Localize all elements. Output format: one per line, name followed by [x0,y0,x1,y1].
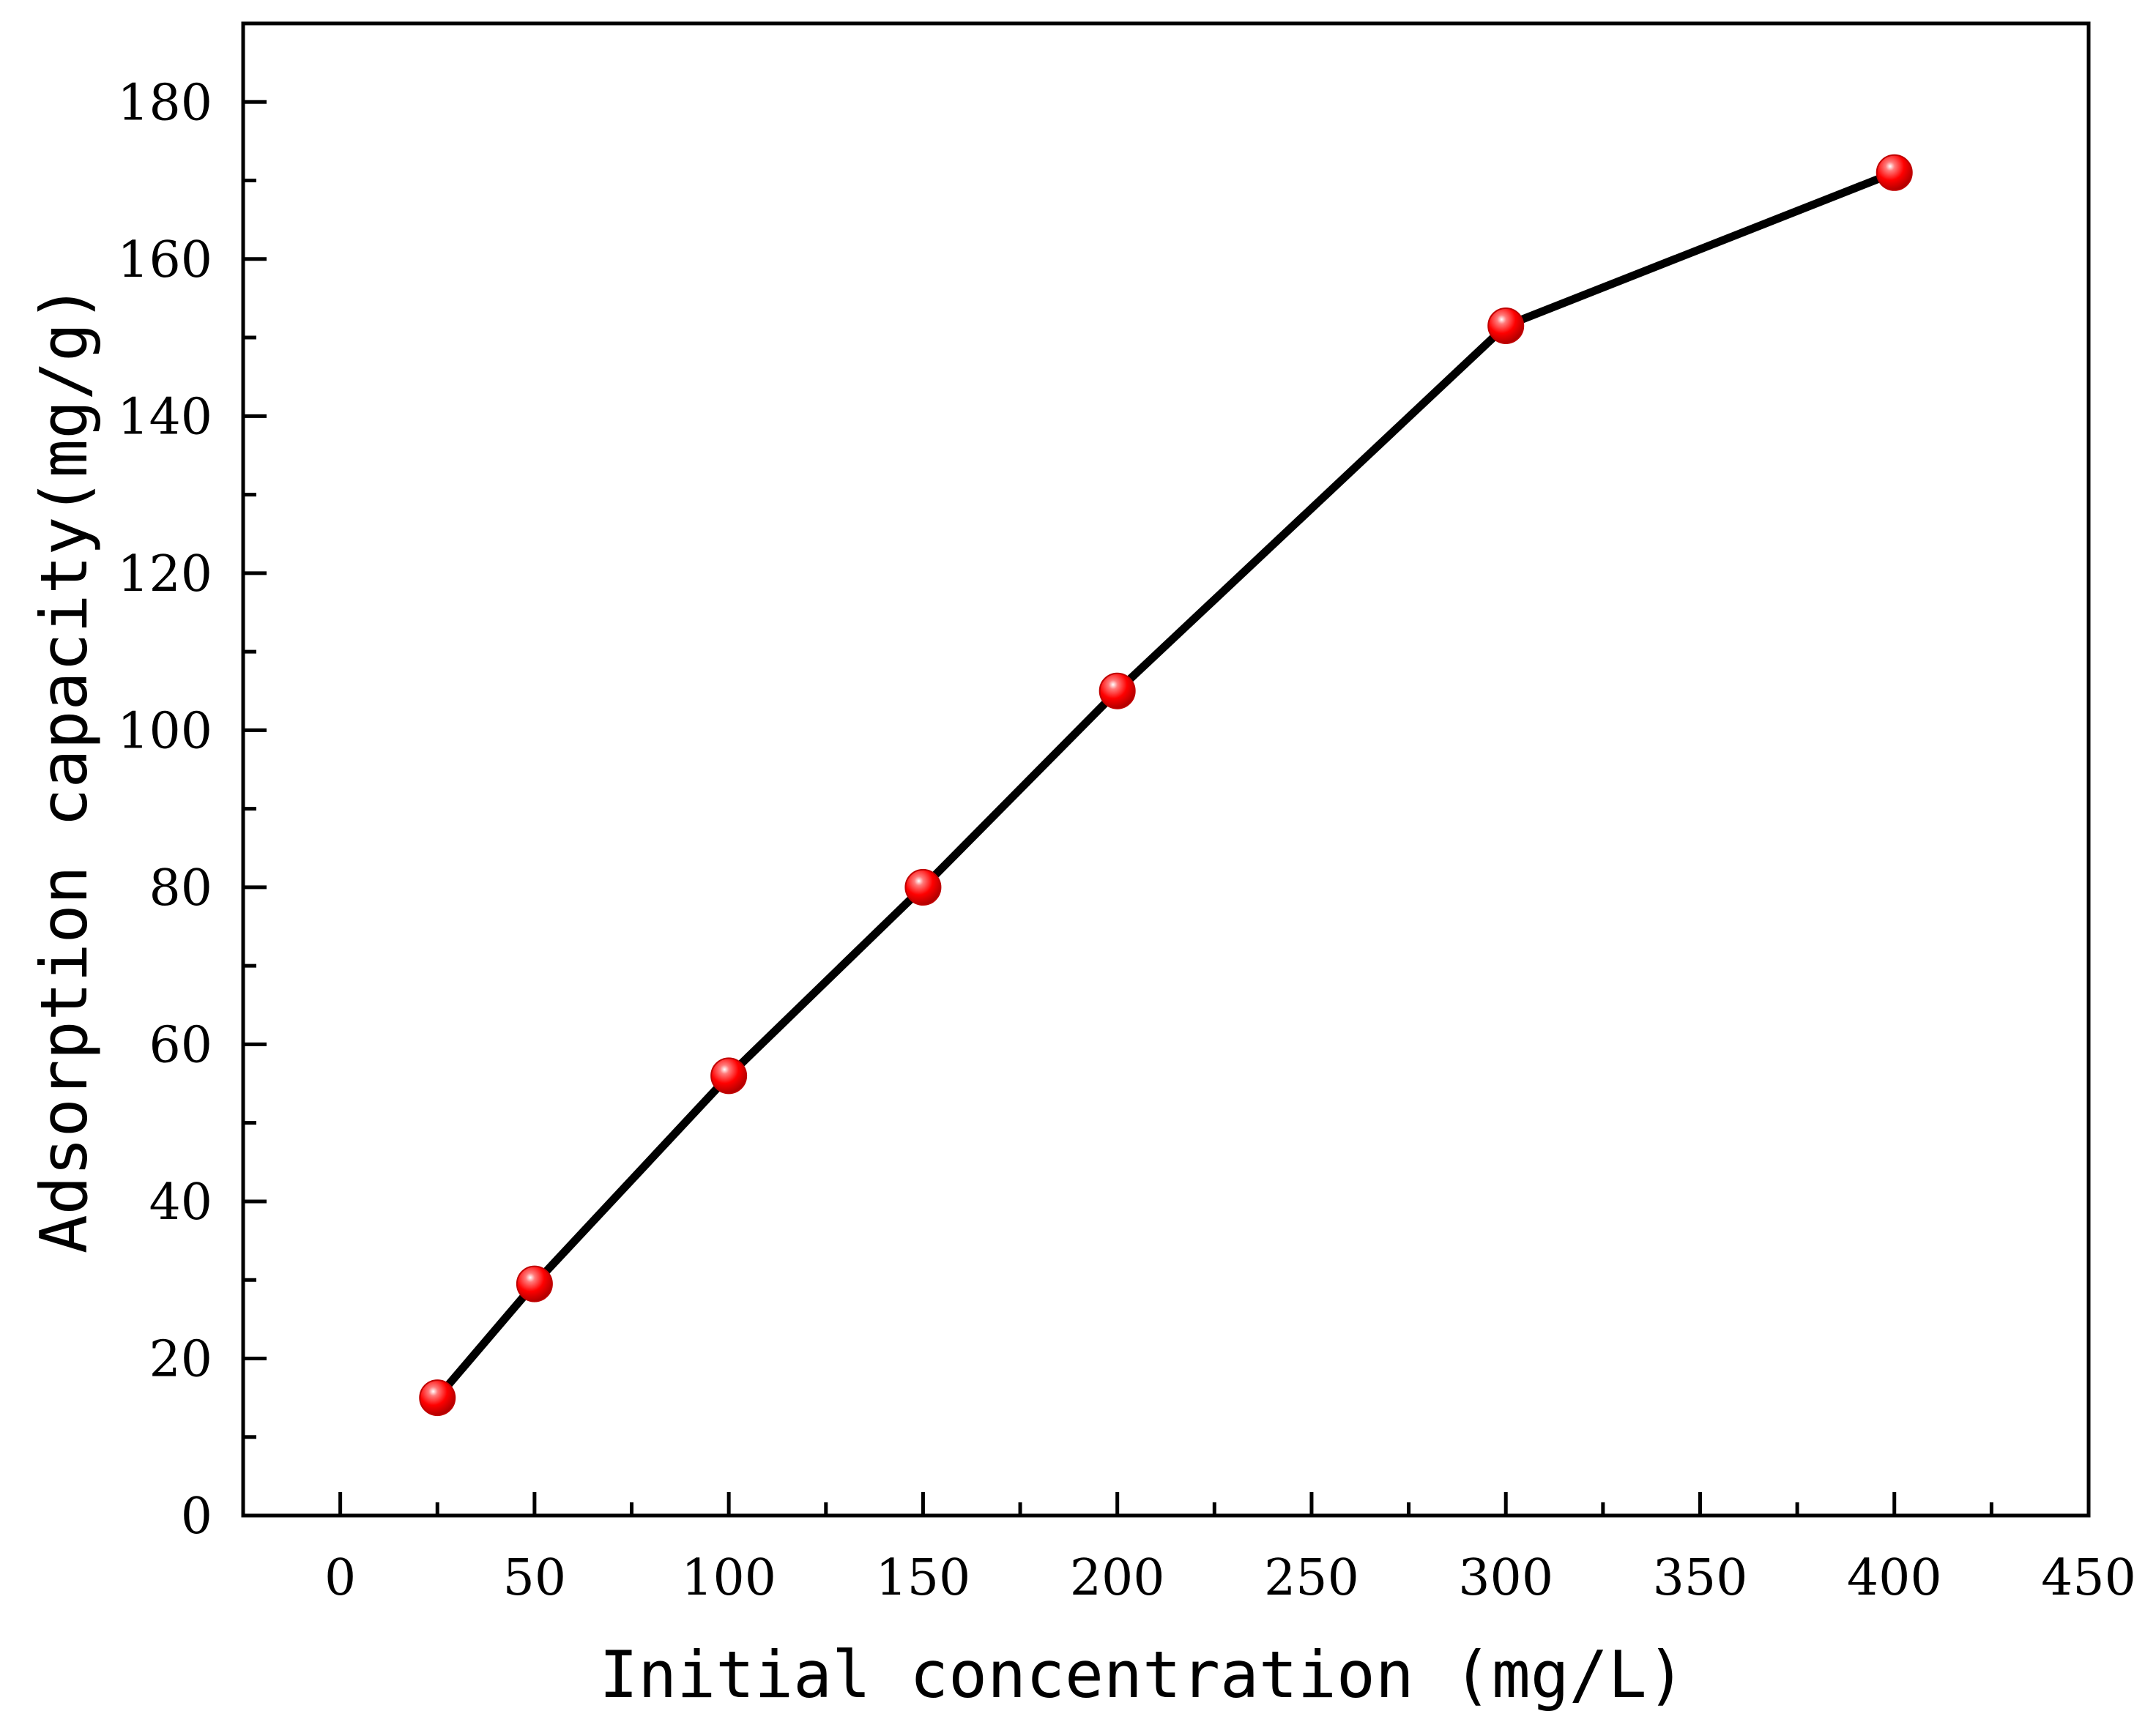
data-point-marker [904,868,942,906]
y-tick-label: 100 [117,702,212,760]
x-tick-label: 50 [503,1549,567,1607]
y-tick-label: 0 [181,1488,212,1546]
y-tick-label: 80 [149,860,212,917]
x-tick-label: 100 [681,1549,776,1607]
y-tick-label: 20 [149,1330,212,1388]
y-tick-label: 160 [117,231,212,289]
data-point-marker [1876,154,1913,191]
y-tick-label: 120 [117,545,212,603]
y-axis-title: Adsorption capacity(mg/g) [26,284,102,1254]
y-tick-label: 40 [149,1174,212,1231]
x-tick-label: 400 [1847,1549,1942,1607]
data-markers [419,154,1913,1417]
data-point-marker [419,1379,456,1417]
y-tick-label: 180 [117,74,212,132]
x-axis-title: Initial concentration (mg/L) [599,1637,1685,1712]
x-tick-labels: 0 50 100 150 200 250 300 350 400 450 [324,1549,2136,1607]
x-tick-label: 150 [876,1549,971,1607]
data-point-marker [710,1057,748,1095]
series-line [433,168,1899,1402]
y-tick-label: 60 [149,1016,212,1074]
x-tick-label: 450 [2041,1549,2136,1607]
x-tick-label: 200 [1070,1549,1165,1607]
plot-frame [241,21,2091,1518]
x-tick-label: 300 [1458,1549,1553,1607]
data-point-marker [516,1265,553,1302]
y-tick-labels: 0 20 40 60 80 100 120 140 160 180 [117,74,212,1546]
data-point-marker [1487,307,1525,344]
x-tick-label: 350 [1653,1549,1748,1607]
x-tick-label: 0 [324,1549,356,1607]
data-point-marker [1099,672,1136,709]
major-ticks [243,100,2091,1518]
x-tick-label: 250 [1264,1549,1359,1607]
minor-ticks [243,21,1993,1516]
y-tick-label: 140 [117,388,212,446]
